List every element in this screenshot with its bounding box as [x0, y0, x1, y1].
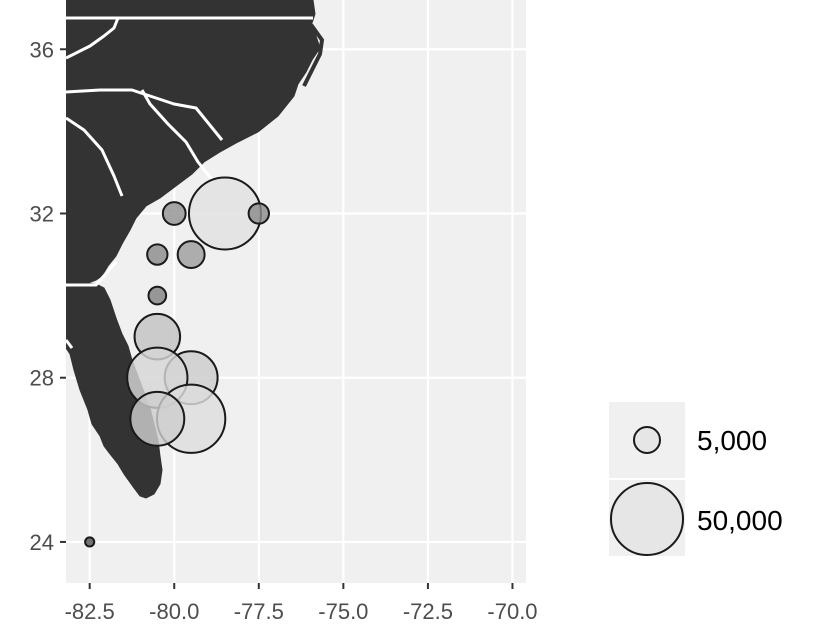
- land-mass: [66, 0, 321, 285]
- bubble-point-0: [84, 536, 96, 548]
- legend-label-small: 5,000: [697, 425, 767, 456]
- outer-banks: [294, 10, 325, 87]
- y-tick-label-1: 28: [30, 366, 54, 391]
- legend-label-large: 50,000: [697, 505, 783, 536]
- x-tick-label-5: -70.0: [487, 599, 537, 624]
- bubble-point-11: [129, 390, 186, 447]
- bubble-point-4: [146, 243, 169, 266]
- y-tick-label-2: 32: [30, 201, 54, 226]
- bubble-point-3: [247, 202, 270, 225]
- x-tick-label-0: -82.5: [65, 599, 115, 624]
- legend-circle-large: [610, 482, 684, 556]
- georgia-sc-boundary: [140, 89, 216, 183]
- x-tick-label-4: -72.5: [403, 599, 453, 624]
- georgia-florida-boundary: [66, 261, 118, 287]
- tennessee-nc-boundary: [66, 17, 120, 60]
- x-tick-label-2: -77.5: [234, 599, 284, 624]
- x-tick-label-3: -75.0: [318, 599, 368, 624]
- state-boundaries: [66, 16, 313, 349]
- bubble-point-5: [176, 240, 206, 270]
- land-layer: [66, 0, 325, 499]
- bubble-layer: [84, 176, 270, 548]
- x-tick-label-1: -80.0: [149, 599, 199, 624]
- y-tick-label-3: 36: [30, 37, 54, 62]
- legend-circle-small: [633, 426, 661, 454]
- nc-sc-boundary: [66, 88, 224, 141]
- bubble-point-1: [161, 201, 187, 226]
- georgia-alabama-boundary: [66, 116, 124, 197]
- florida-coast-west: [66, 339, 74, 349]
- land-mass-florida: [66, 281, 163, 499]
- y-tick-label-0: 24: [30, 530, 54, 555]
- bubble-point-6: [147, 285, 168, 306]
- axes: -82.5 -80.0 -77.5 -75.0 -72.5 -70.0 24 28 32 36: [30, 37, 538, 624]
- legend: 5,000 50,000: [609, 402, 783, 556]
